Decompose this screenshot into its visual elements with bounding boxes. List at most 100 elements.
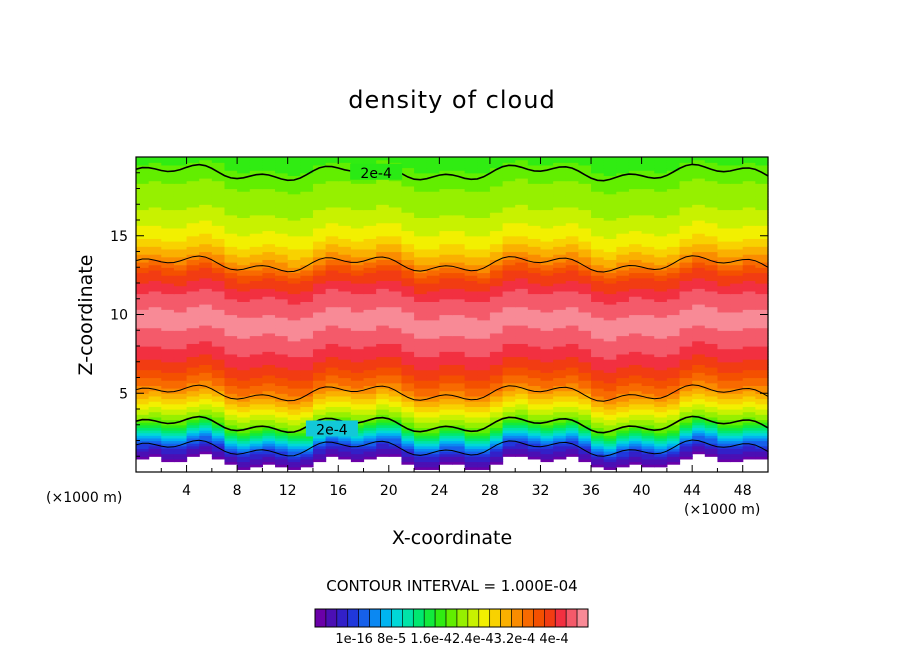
field-cell: [414, 277, 428, 281]
field-cell: [173, 322, 188, 326]
field-cell: [186, 380, 200, 384]
field-cell: [755, 448, 769, 452]
field-cell: [717, 453, 731, 457]
field-cell: [376, 248, 390, 253]
field-cell: [376, 346, 390, 350]
field-cell: [426, 206, 440, 211]
field-cell: [628, 243, 643, 247]
field-cell: [628, 277, 643, 281]
field-cell: [464, 277, 478, 281]
field-cell: [477, 372, 491, 376]
field-cell: [363, 351, 377, 355]
field-cell: [439, 264, 453, 268]
field-cell: [616, 359, 630, 363]
field-cell: [363, 432, 377, 436]
field-cell: [717, 269, 731, 274]
field-cell: [578, 445, 592, 449]
field-cell: [414, 254, 428, 258]
field-cell: [173, 301, 188, 305]
field-cell: [401, 243, 415, 247]
field-cell: [388, 382, 403, 386]
field-cell: [540, 445, 554, 449]
field-cell: [578, 456, 592, 460]
field-cell: [224, 338, 238, 342]
field-cell: [338, 437, 352, 442]
field-cell: [237, 317, 251, 321]
field-cell: [654, 424, 668, 428]
field-cell: [730, 390, 744, 394]
field-cell: [641, 448, 655, 452]
field-cell: [591, 403, 605, 407]
field-cell: [401, 288, 415, 292]
field-cell: [275, 451, 289, 455]
field-cell: [249, 414, 263, 418]
field-cell: [755, 288, 769, 292]
field-cell: [717, 332, 731, 337]
field-cell: [515, 335, 529, 339]
field-cell: [300, 451, 314, 455]
field-cell: [363, 230, 377, 234]
field-cell: [388, 243, 403, 247]
field-cell: [489, 445, 504, 449]
field-cell: [654, 272, 668, 276]
field-cell: [136, 348, 150, 352]
field-cell: [426, 262, 440, 266]
field-cell: [641, 398, 655, 402]
field-cell: [742, 372, 756, 376]
field-cell: [211, 233, 226, 237]
field-cell: [641, 251, 655, 255]
field-cell: [136, 367, 150, 371]
field-cell: [287, 416, 301, 421]
field-cell: [237, 214, 251, 218]
field-cell: [553, 209, 567, 213]
field-cell: [616, 306, 630, 310]
field-cell: [730, 458, 744, 463]
field-cell: [363, 327, 377, 331]
field-cell: [376, 238, 390, 242]
field-cell: [654, 461, 668, 465]
field-cell: [414, 359, 428, 363]
field-cell: [755, 369, 769, 373]
field-cell: [338, 374, 352, 379]
field-cell: [464, 458, 478, 463]
field-cell: [237, 445, 251, 449]
field-cell: [161, 380, 175, 384]
field-cell: [249, 227, 263, 232]
field-cell: [312, 241, 327, 245]
field-cell: [464, 319, 478, 323]
field-cell: [553, 382, 567, 386]
field-cell: [730, 214, 744, 218]
field-cell: [540, 314, 554, 318]
field-cell: [426, 296, 440, 300]
field-cell: [173, 275, 188, 279]
field-cell: [350, 275, 365, 279]
field-cell: [388, 361, 403, 365]
field-cell: [578, 317, 592, 321]
field-cell: [692, 427, 706, 431]
field-cell: [186, 248, 200, 253]
field-cell: [540, 317, 554, 321]
field-cell: [666, 353, 681, 358]
field-cell: [742, 317, 756, 321]
field-cell: [502, 401, 516, 405]
field-cell: [186, 424, 200, 428]
field-cell: [616, 267, 630, 271]
field-cell: [452, 304, 466, 308]
field-cell: [527, 388, 542, 392]
field-cell: [388, 204, 403, 208]
field-cell: [527, 443, 542, 447]
field-cell: [350, 272, 365, 276]
field-cell: [540, 212, 554, 216]
field-cell: [603, 435, 617, 439]
field-cell: [603, 380, 617, 384]
field-cell: [275, 272, 289, 276]
field-cell: [641, 443, 655, 447]
field-cell: [376, 217, 390, 221]
field-cell: [325, 330, 339, 334]
field-cell: [489, 277, 504, 281]
field-cell: [591, 395, 605, 400]
field-cell: [414, 243, 428, 247]
field-cell: [401, 212, 415, 216]
field-cell: [136, 374, 150, 379]
field-cell: [439, 262, 453, 266]
